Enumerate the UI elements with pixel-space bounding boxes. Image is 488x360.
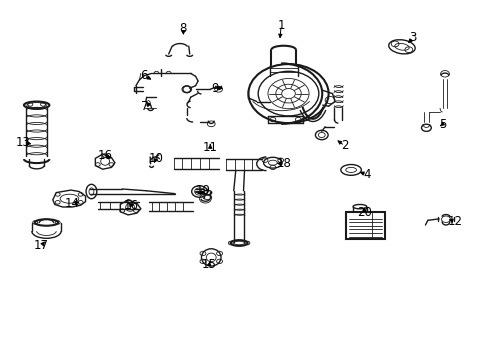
Text: 3: 3	[408, 31, 416, 44]
Text: 17: 17	[34, 239, 49, 252]
Text: 4: 4	[362, 168, 370, 181]
Text: 18: 18	[276, 157, 290, 170]
Text: 13: 13	[16, 136, 31, 149]
Text: 15: 15	[202, 258, 216, 271]
Text: 20: 20	[356, 206, 371, 219]
Text: 19: 19	[195, 184, 210, 197]
Text: 16: 16	[98, 149, 112, 162]
Text: 14: 14	[65, 197, 80, 210]
Text: 11: 11	[203, 141, 217, 154]
Text: 16: 16	[123, 199, 138, 212]
Text: 1: 1	[277, 19, 285, 32]
Text: 6: 6	[140, 69, 148, 82]
Text: 10: 10	[149, 152, 163, 165]
Text: 2: 2	[340, 139, 348, 152]
Text: 7: 7	[140, 100, 148, 113]
Text: 9: 9	[211, 82, 219, 95]
Text: 12: 12	[447, 215, 461, 228]
Text: 5: 5	[438, 118, 446, 131]
Text: 8: 8	[179, 22, 187, 35]
